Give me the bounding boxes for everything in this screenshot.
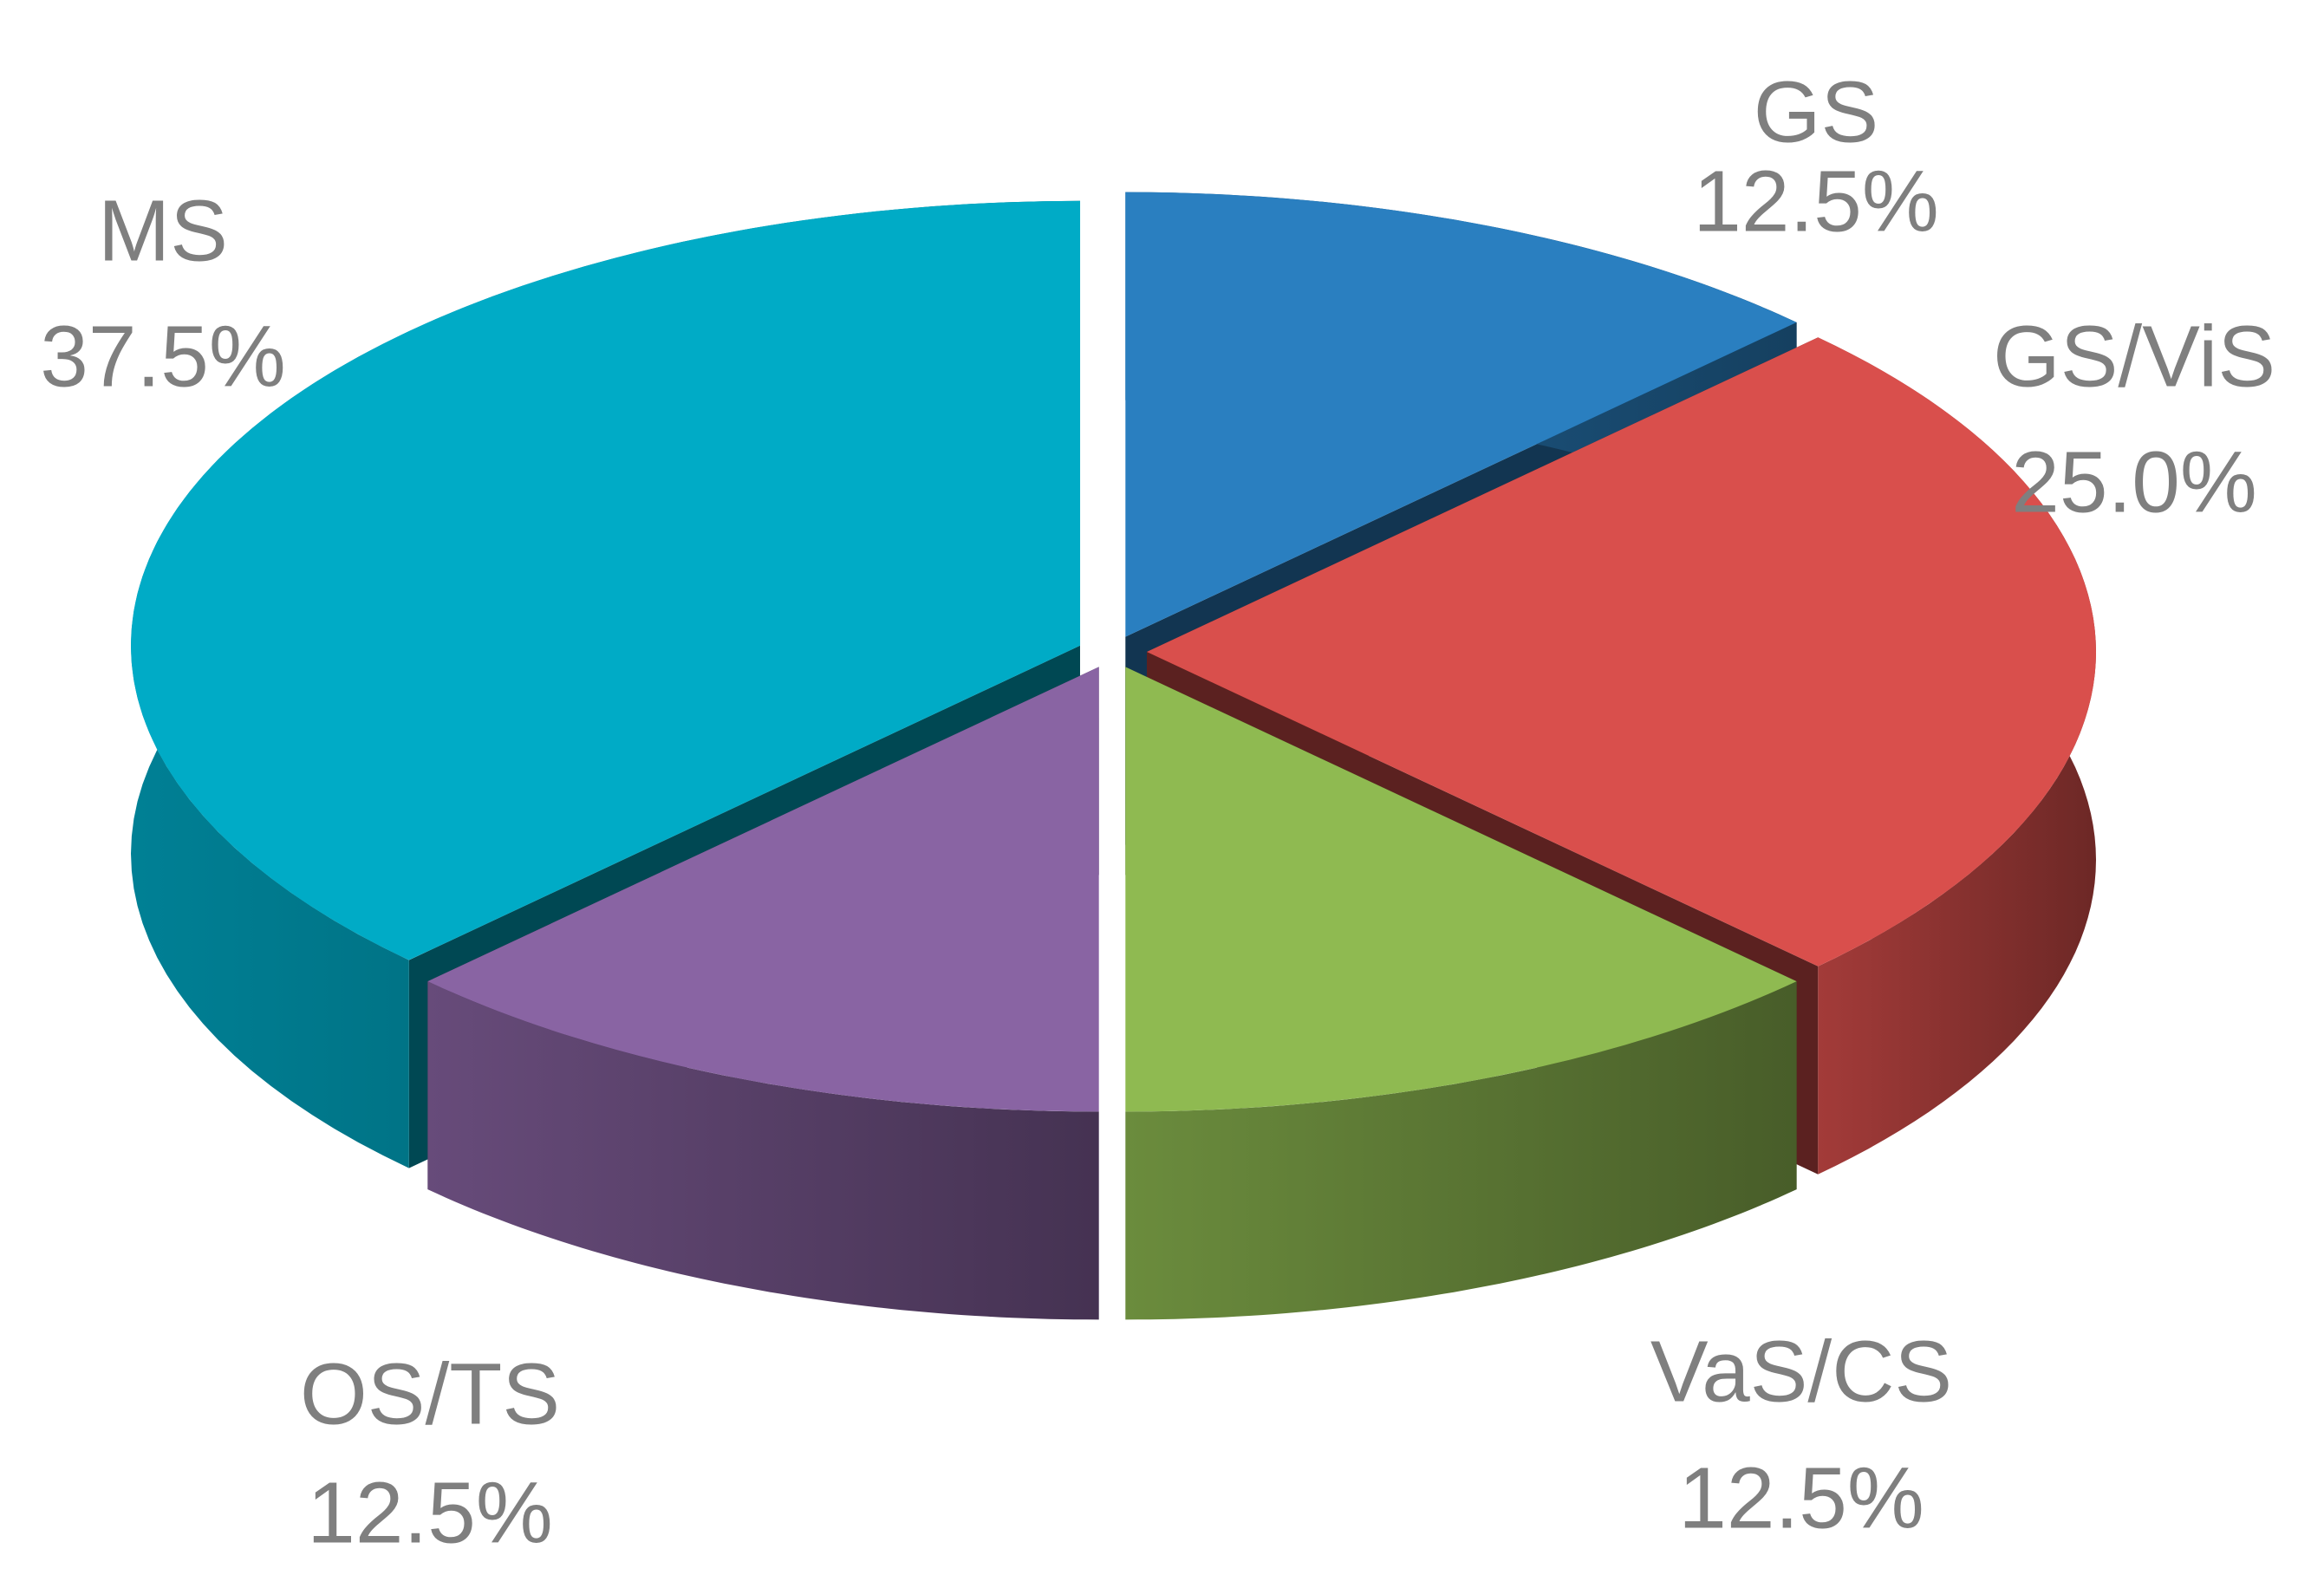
slice-top	[427, 667, 1099, 1112]
value-label: 37.5%	[40, 308, 286, 405]
slice-top	[1147, 337, 2096, 966]
value-label: 25.0%	[2011, 433, 2257, 530]
slice-top	[131, 200, 1081, 960]
slice-wall	[1125, 981, 1797, 1320]
slice-label: GS	[1754, 63, 1878, 160]
value-label: 12.5%	[307, 1464, 553, 1561]
slice	[427, 667, 1099, 1320]
slice-label: VaS/CS	[1650, 1323, 1952, 1420]
slice-top	[1125, 667, 1797, 1112]
slice-label: MS	[98, 182, 228, 279]
slice-label: GS/ViS	[1993, 308, 2275, 405]
value-label: 12.5%	[1678, 1449, 1924, 1546]
slice-wall	[427, 981, 1099, 1320]
slice	[1125, 667, 1797, 1320]
value-label: 12.5%	[1693, 153, 1939, 250]
slice-top	[1125, 192, 1797, 637]
slice-label: OS/TS	[300, 1345, 560, 1442]
